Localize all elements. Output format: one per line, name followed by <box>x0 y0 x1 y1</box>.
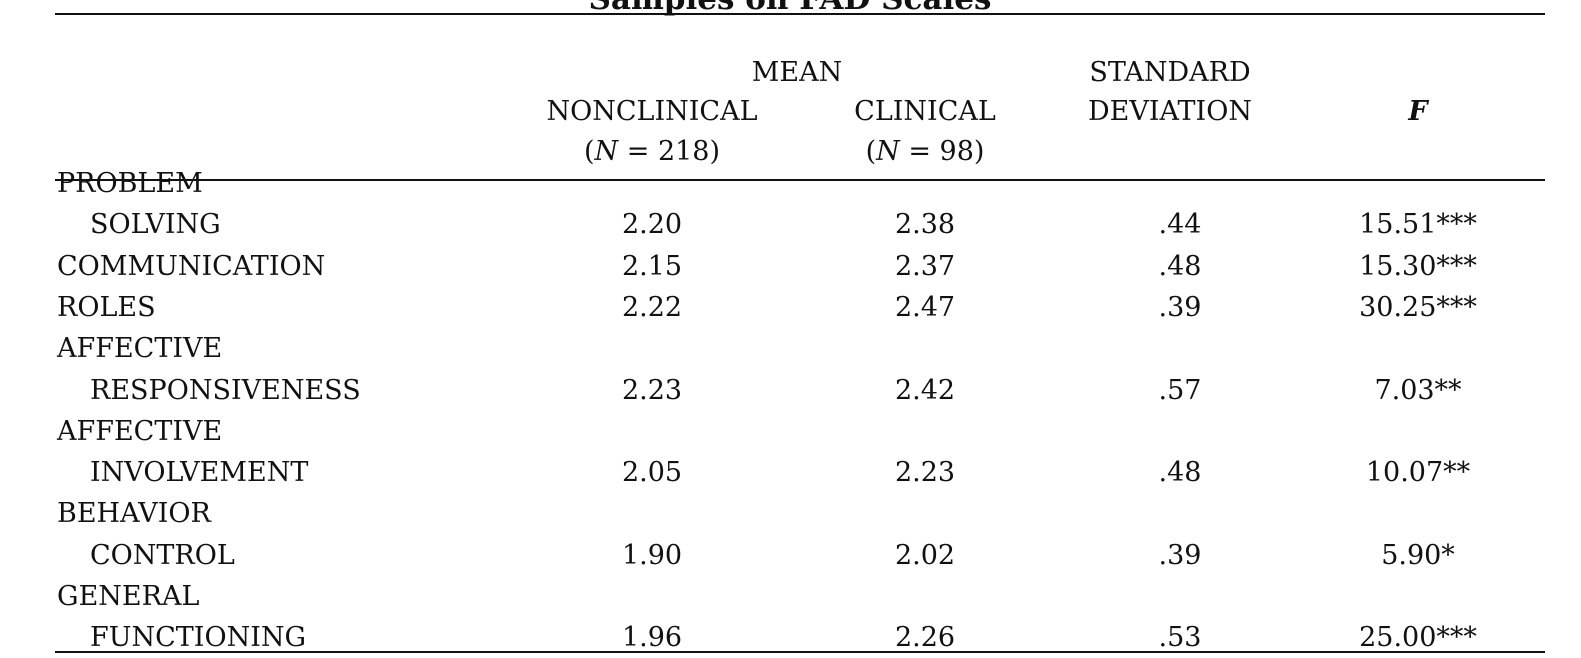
cell-standard-deviation: .57 <box>1158 374 1202 406</box>
top-rule <box>55 13 1545 15</box>
cell-f-value: 15.30*** <box>1359 250 1477 282</box>
cell-f-value: 5.90* <box>1381 539 1455 571</box>
cell-clinical-mean: 2.42 <box>894 374 956 406</box>
row-label: AFFECTIVE <box>57 415 223 447</box>
cell-f-value: 30.25*** <box>1359 291 1477 323</box>
cell-standard-deviation: .53 <box>1158 622 1202 654</box>
cell-clinical-mean: 2.47 <box>894 291 956 323</box>
cell-standard-deviation: .48 <box>1158 250 1202 282</box>
header-nonclinical-n: (N = 218) <box>583 136 721 167</box>
row-label: COMMUNICATION <box>57 250 326 282</box>
row-label-continued: FUNCTIONING <box>90 622 307 654</box>
cell-f-value: 25.00*** <box>1359 622 1477 654</box>
cell-standard-deviation: .44 <box>1158 209 1202 241</box>
cell-nonclinical-mean: 2.15 <box>621 250 683 282</box>
cell-f-value: 7.03** <box>1374 374 1462 406</box>
row-label: GENERAL <box>57 581 200 612</box>
bottom-rule <box>55 651 1545 653</box>
cell-standard-deviation: .39 <box>1158 291 1202 323</box>
cell-clinical-mean: 2.02 <box>894 539 956 571</box>
cell-standard-deviation: .48 <box>1158 457 1202 489</box>
cell-clinical-mean: 2.23 <box>894 457 956 489</box>
header-clinical: CLINICAL <box>854 96 996 127</box>
row-label-continued: SOLVING <box>90 209 221 241</box>
row-label: PROBLEM <box>57 168 203 199</box>
header-sd-line2: DEVIATION <box>1088 96 1252 127</box>
header-f: F <box>1408 96 1428 127</box>
row-label: BEHAVIOR <box>57 498 211 530</box>
table-title: Samples on FAD Scales <box>589 0 992 17</box>
cell-clinical-mean: 2.37 <box>894 250 956 282</box>
row-label-continued: CONTROL <box>90 539 235 571</box>
cell-nonclinical-mean: 2.22 <box>621 291 683 323</box>
cell-nonclinical-mean: 1.90 <box>621 539 683 571</box>
cell-nonclinical-mean: 2.23 <box>621 374 683 406</box>
row-label-continued: RESPONSIVENESS <box>90 374 361 406</box>
cell-clinical-mean: 2.38 <box>894 209 956 241</box>
cell-clinical-mean: 2.26 <box>894 622 956 654</box>
row-label-continued: INVOLVEMENT <box>90 457 309 489</box>
cell-nonclinical-mean: 2.20 <box>621 209 683 241</box>
row-label: ROLES <box>57 291 156 323</box>
header-clinical-n: (N = 98) <box>865 136 985 167</box>
cell-nonclinical-mean: 2.05 <box>621 457 683 489</box>
cell-nonclinical-mean: 1.96 <box>621 622 683 654</box>
header-nonclinical: NONCLINICAL <box>546 96 758 127</box>
cell-f-value: 10.07** <box>1365 457 1471 489</box>
cell-f-value: 15.51*** <box>1359 209 1477 241</box>
header-sd-line1: STANDARD <box>1089 57 1251 88</box>
row-label: AFFECTIVE <box>57 333 223 365</box>
header-rule <box>55 179 1545 181</box>
header-mean: MEAN <box>751 57 843 88</box>
cell-standard-deviation: .39 <box>1158 539 1202 571</box>
